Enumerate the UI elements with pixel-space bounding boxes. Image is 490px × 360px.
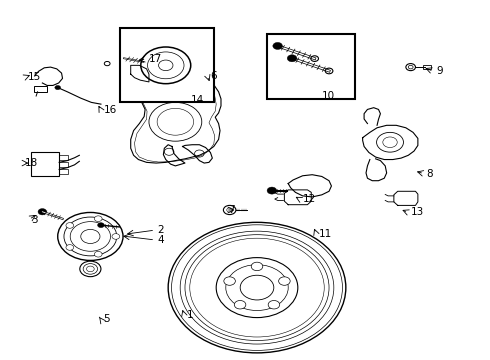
Circle shape [251,262,263,271]
Bar [59,155,68,160]
Text: 4: 4 [158,235,164,245]
Text: 16: 16 [103,105,117,115]
Text: 6: 6 [210,71,217,81]
Text: 13: 13 [411,207,424,217]
Text: 14: 14 [191,95,204,104]
Text: 15: 15 [28,72,41,82]
Text: 7: 7 [228,205,235,215]
Text: 11: 11 [318,229,332,239]
Text: 18: 18 [25,158,38,168]
Circle shape [234,301,246,309]
Circle shape [112,234,120,239]
Bar [267,33,355,99]
Text: 9: 9 [436,66,443,76]
Circle shape [273,42,282,49]
Circle shape [95,251,102,257]
Circle shape [205,71,211,76]
Text: 3: 3 [31,215,38,225]
Text: 10: 10 [322,91,335,101]
Text: 1: 1 [186,310,193,320]
Text: 17: 17 [149,54,162,64]
Circle shape [38,208,47,215]
Text: 5: 5 [103,314,110,324]
Circle shape [240,275,274,300]
Bar [423,66,431,69]
Text: 12: 12 [303,194,316,204]
Bar [59,170,68,174]
Bar [59,162,68,167]
Circle shape [287,55,297,62]
Circle shape [55,85,61,90]
Circle shape [159,60,173,71]
Circle shape [95,216,102,221]
Circle shape [268,301,280,309]
Circle shape [66,222,74,228]
Text: 8: 8 [426,168,433,179]
Circle shape [120,55,128,61]
Circle shape [98,223,104,228]
Circle shape [279,277,290,285]
Bar [120,28,214,102]
Text: 2: 2 [158,225,164,235]
Bar [34,86,47,92]
Circle shape [81,229,100,243]
Circle shape [224,277,235,285]
Circle shape [267,187,277,194]
Bar [31,152,59,176]
Circle shape [408,66,413,69]
Circle shape [66,244,74,250]
